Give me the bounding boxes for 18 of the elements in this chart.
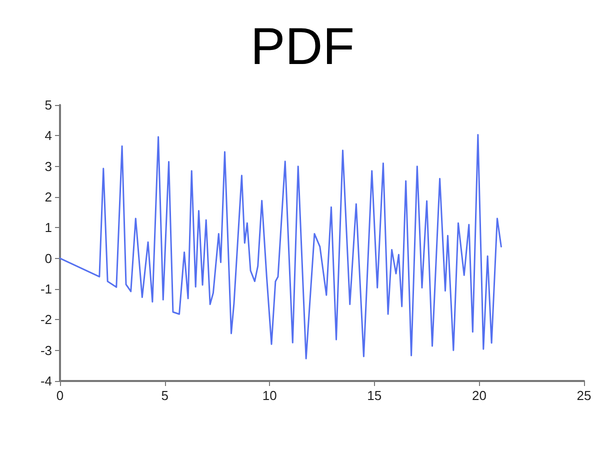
y-tick-label: -4 [40,374,52,388]
x-tick-label: 10 [262,388,277,403]
x-tick-label: 15 [367,388,382,403]
y-tick-label: 3 [44,158,52,174]
x-tick-label: 20 [472,388,486,403]
chart-title: PDF [250,18,354,76]
line-series [59,134,502,360]
x-tick-label: 5 [161,388,168,403]
y-tick-label: -3 [40,342,52,358]
x-tick-label: 25 [576,388,592,403]
y-tick-label: -2 [40,312,52,328]
y-tick-label: -1 [40,282,52,296]
x-tick-label: 0 [56,388,64,403]
y-tick-label: 4 [44,128,52,144]
y-tick-label: 2 [44,190,52,204]
y-tick-label: 0 [44,250,52,266]
y-tick-label: 5 [44,98,52,112]
y-tick-label: 1 [44,220,52,236]
